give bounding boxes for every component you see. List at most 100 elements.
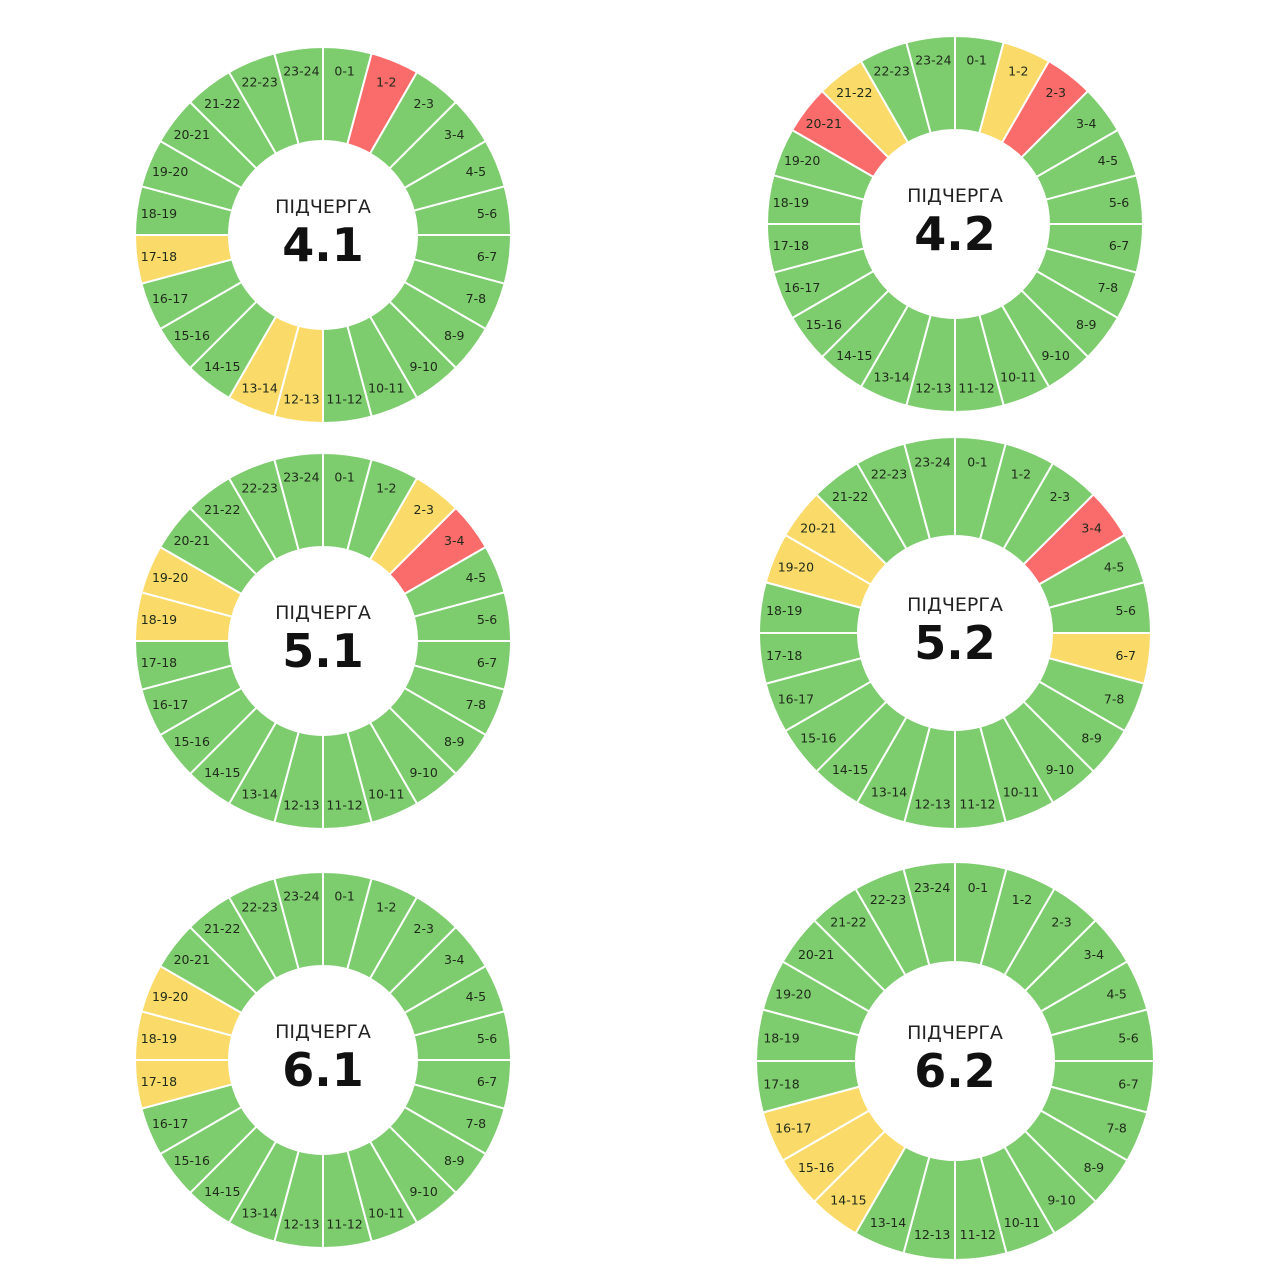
subqueue-number: 6.2 xyxy=(914,1044,996,1098)
hour-label: 5-6 xyxy=(477,612,497,627)
hour-label: 17-18 xyxy=(773,238,809,253)
hour-label: 17-18 xyxy=(766,648,802,663)
hour-label: 6-7 xyxy=(477,249,497,264)
hour-label: 21-22 xyxy=(204,502,240,517)
schedule-wheel-5-1: 0-1 1-2 2-3 3-4 4-5 5-6 6-7 7-8 8-9 9-10 10-11 11-1… xyxy=(133,451,513,831)
subqueue-number: 5.1 xyxy=(282,624,364,678)
hour-label: 2-3 xyxy=(1046,85,1066,100)
hour-label: 5-6 xyxy=(477,1031,497,1046)
hour-label: 7-8 xyxy=(1106,1120,1126,1135)
hour-label: 7-8 xyxy=(1098,280,1118,295)
hour-label: 2-3 xyxy=(414,921,434,936)
subqueue-caption: ПІДЧЕРГА xyxy=(907,185,1003,207)
hour-label: 1-2 xyxy=(1011,466,1031,481)
hour-label: 3-4 xyxy=(1084,947,1104,962)
hour-label: 13-14 xyxy=(870,1215,906,1230)
schedule-wheel-4-2: 0-1 1-2 2-3 3-4 4-5 5-6 6-7 7-8 8-9 9-10 10-11 11-1… xyxy=(765,34,1145,414)
hour-label: 19-20 xyxy=(152,989,188,1004)
hour-label: 5-6 xyxy=(1118,1031,1138,1046)
hour-label: 2-3 xyxy=(1050,489,1070,504)
hour-label: 22-23 xyxy=(870,892,906,907)
hour-label: 23-24 xyxy=(283,888,319,903)
hour-label: 8-9 xyxy=(1084,1160,1104,1175)
hour-label: 19-20 xyxy=(775,987,811,1002)
hour-label: 23-24 xyxy=(283,63,319,78)
hour-label: 16-17 xyxy=(775,1120,811,1135)
hour-label: 10-11 xyxy=(368,1205,404,1220)
hour-label: 15-16 xyxy=(174,328,210,343)
hour-label: 16-17 xyxy=(152,291,188,306)
hour-label: 16-17 xyxy=(784,280,820,295)
hour-label: 11-12 xyxy=(326,798,362,813)
hour-label: 4-5 xyxy=(466,164,486,179)
hour-label: 13-14 xyxy=(242,380,278,395)
hour-label: 3-4 xyxy=(444,952,464,967)
hour-label: 10-11 xyxy=(1003,785,1039,800)
hour-label: 8-9 xyxy=(444,1153,464,1168)
hour-label: 17-18 xyxy=(763,1076,799,1091)
hour-label: 7-8 xyxy=(466,1116,486,1131)
hour-label: 20-21 xyxy=(174,127,210,142)
schedule-wheel-4-1: 0-1 1-2 2-3 3-4 4-5 5-6 6-7 7-8 8-9 9-10 10-11 11-1… xyxy=(133,45,513,425)
hour-label: 22-23 xyxy=(242,900,278,915)
hour-label: 12-13 xyxy=(914,1227,950,1242)
hour-label: 19-20 xyxy=(152,570,188,585)
hour-label: 10-11 xyxy=(1000,369,1036,384)
hour-label: 6-7 xyxy=(1116,648,1136,663)
hour-label: 23-24 xyxy=(915,52,951,67)
hour-label: 20-21 xyxy=(798,947,834,962)
hour-label: 4-5 xyxy=(1104,560,1124,575)
hour-label: 14-15 xyxy=(832,762,868,777)
hour-label: 20-21 xyxy=(806,116,842,131)
hour-label: 3-4 xyxy=(1081,521,1101,536)
hour-label: 2-3 xyxy=(414,96,434,111)
hour-label: 13-14 xyxy=(242,786,278,801)
hour-label: 11-12 xyxy=(326,1217,362,1232)
hour-label: 11-12 xyxy=(959,796,995,811)
schedule-wheel-5-2: 0-1 1-2 2-3 3-4 4-5 5-6 6-7 7-8 8-9 9-10 10-11 11-1… xyxy=(757,435,1153,831)
hour-label: 15-16 xyxy=(806,317,842,332)
hour-label: 4-5 xyxy=(1098,153,1118,168)
hour-label: 17-18 xyxy=(141,655,177,670)
hour-label: 12-13 xyxy=(915,381,951,396)
hour-label: 1-2 xyxy=(1008,64,1028,79)
hour-label: 18-19 xyxy=(141,1031,177,1046)
hour-label: 18-19 xyxy=(141,612,177,627)
hour-label: 14-15 xyxy=(204,359,240,374)
hour-label: 8-9 xyxy=(1076,317,1096,332)
hour-label: 7-8 xyxy=(466,291,486,306)
hour-label: 18-19 xyxy=(766,603,802,618)
hour-label: 14-15 xyxy=(830,1192,866,1207)
hour-label: 5-6 xyxy=(1116,603,1136,618)
hour-label: 3-4 xyxy=(1076,116,1096,131)
hour-label: 1-2 xyxy=(376,75,396,90)
schedule-wheel-6-2: 0-1 1-2 2-3 3-4 4-5 5-6 6-7 7-8 8-9 9-10 10-11 11-1… xyxy=(754,860,1156,1262)
hour-label: 18-19 xyxy=(773,195,809,210)
hour-label: 5-6 xyxy=(477,206,497,221)
hour-label: 1-2 xyxy=(376,900,396,915)
hour-label: 21-22 xyxy=(830,915,866,930)
hour-label: 1-2 xyxy=(376,481,396,496)
hour-label: 22-23 xyxy=(242,481,278,496)
hour-label: 20-21 xyxy=(174,952,210,967)
subqueue-number: 5.2 xyxy=(914,616,996,670)
hour-label: 12-13 xyxy=(283,392,319,407)
hour-label: 18-19 xyxy=(141,206,177,221)
hour-label: 4-5 xyxy=(466,570,486,585)
hour-label: 13-14 xyxy=(242,1205,278,1220)
hour-segment xyxy=(905,34,956,135)
hour-label: 0-1 xyxy=(968,880,988,895)
hour-label: 19-20 xyxy=(784,153,820,168)
hour-label: 14-15 xyxy=(836,348,872,363)
hour-label: 2-3 xyxy=(1051,915,1071,930)
hour-label: 10-11 xyxy=(368,380,404,395)
hour-label: 16-17 xyxy=(152,697,188,712)
hour-label: 14-15 xyxy=(204,1184,240,1199)
hour-label: 15-16 xyxy=(174,1153,210,1168)
hour-label: 15-16 xyxy=(800,730,836,745)
hour-label: 22-23 xyxy=(874,64,910,79)
hour-label: 9-10 xyxy=(1042,348,1070,363)
hour-label: 16-17 xyxy=(152,1116,188,1131)
hour-label: 0-1 xyxy=(967,455,987,470)
